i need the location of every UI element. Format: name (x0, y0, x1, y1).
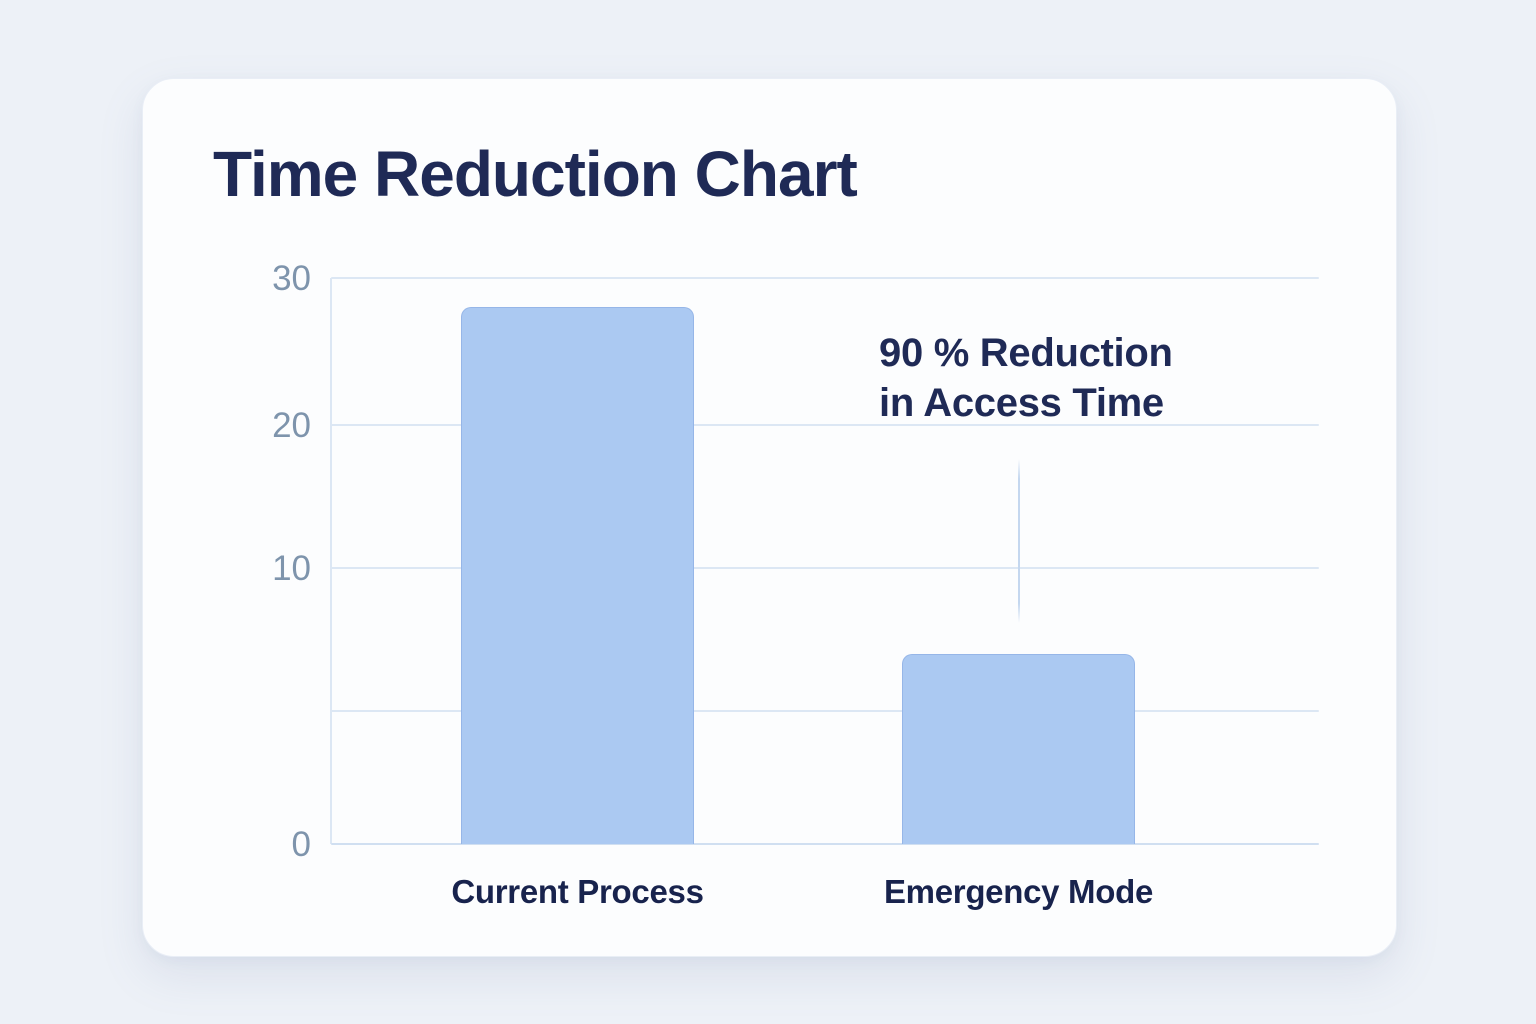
x-axis-label-emergency-mode: Emergency Mode (883, 873, 1154, 910)
bar-chart-plot-area: 30 20 10 0 Current Process Emergency Mode 90… (272, 259, 1319, 910)
chart-card: Time Reduction Chart 30 20 10 0 Current Pro… (142, 78, 1397, 957)
annotation-text-line-2: in Access Time (879, 381, 1164, 425)
x-axis-label-current-process: Current Process (451, 873, 704, 910)
y-axis-tick-label-10: 10 (272, 549, 311, 588)
bar-current-process (461, 307, 694, 844)
y-axis-tick-label-0: 0 (291, 825, 311, 864)
chart-annotation: 90 % Reduction in Access Time (879, 328, 1173, 428)
gridline (331, 424, 1319, 426)
y-axis-line (330, 278, 332, 844)
annotation-pointer-line (1017, 459, 1020, 623)
y-axis-tick-label-20: 20 (272, 406, 311, 445)
bar-emergency-mode (902, 653, 1135, 844)
chart-title: Time Reduction Chart (213, 138, 858, 210)
annotation-text-line-1: 90 % Reduction (879, 331, 1173, 375)
x-axis-baseline (331, 843, 1319, 845)
y-axis-tick-label-30: 30 (272, 259, 311, 298)
gridline (331, 277, 1319, 279)
gridline (331, 710, 1319, 712)
gridline (331, 567, 1319, 569)
